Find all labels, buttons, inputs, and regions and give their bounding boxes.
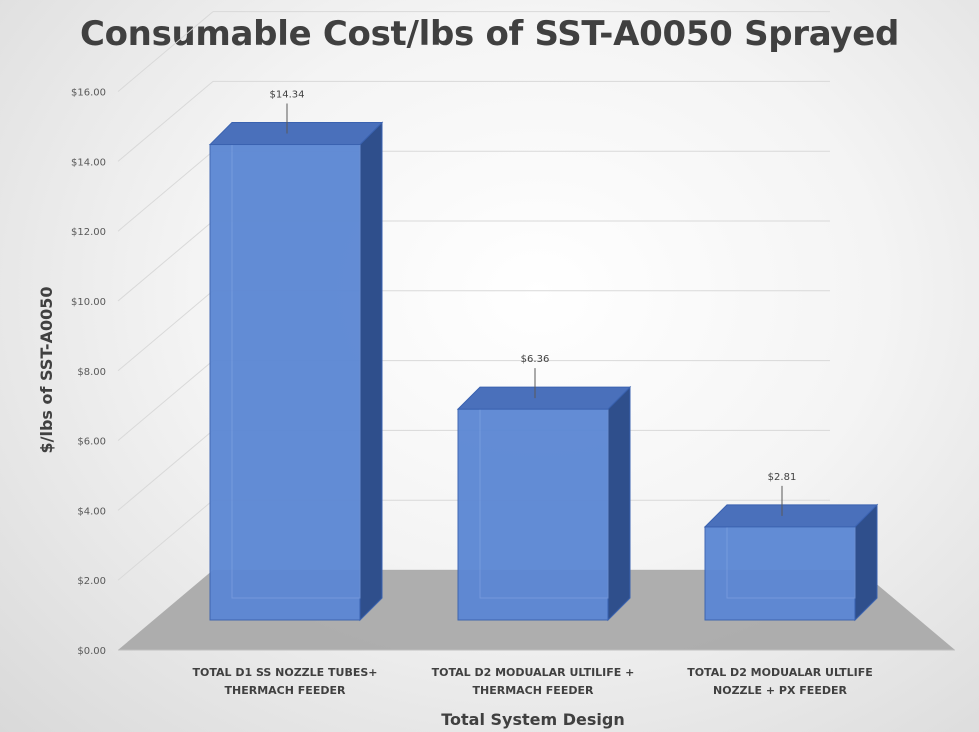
bar-front [209,144,361,621]
bar [703,503,879,622]
bar [208,121,384,622]
category-label: TOTAL D1 SS NOZZLE TUBES+ [193,666,378,679]
y-tick-label: $12.00 [71,227,106,238]
gridline-depth [117,220,214,302]
gridline-depth [117,150,214,232]
category-label: THERMACH FEEDER [225,684,346,697]
bar-top [208,122,384,146]
gridline-depth [117,290,214,372]
data-label: $2.81 [768,472,797,483]
data-label: $6.36 [521,354,550,365]
gridline-depth [117,499,214,581]
bar-top [703,504,879,528]
gridline-depth [117,430,214,511]
y-tick-label: $6.00 [77,437,106,448]
y-tick-label: $14.00 [71,157,106,168]
y-tick-label: $10.00 [71,297,106,308]
bar-side [607,385,631,622]
y-tick-label: $4.00 [77,506,106,517]
chart-title: Consumable Cost/lbs of SST-A0050 Sprayed [79,14,900,54]
category-label: NOZZLE + PX FEEDER [713,684,847,697]
x-axis-title: Total System Design [441,710,624,729]
bar-front [457,408,609,621]
gridline-depth [117,81,214,162]
category-label: TOTAL D2 MODUALAR ULTILIFE + [432,666,635,679]
category-label: THERMACH FEEDER [473,684,594,697]
y-tick-label: $16.00 [71,88,106,99]
data-label: $14.34 [270,90,305,101]
y-axis-title: $/lbs of SST-A0050 [37,287,56,454]
bar [456,385,632,622]
gridline-depth [117,11,214,92]
y-tick-label: $2.00 [77,576,106,587]
bar-front [704,526,856,621]
y-tick-label: $8.00 [77,367,106,378]
category-label: TOTAL D2 MODUALAR ULTLIFE [687,666,873,679]
bar-side [359,121,383,622]
gridline-depth [117,360,214,441]
y-tick-label: $0.00 [77,646,106,657]
bar-top [456,386,632,410]
